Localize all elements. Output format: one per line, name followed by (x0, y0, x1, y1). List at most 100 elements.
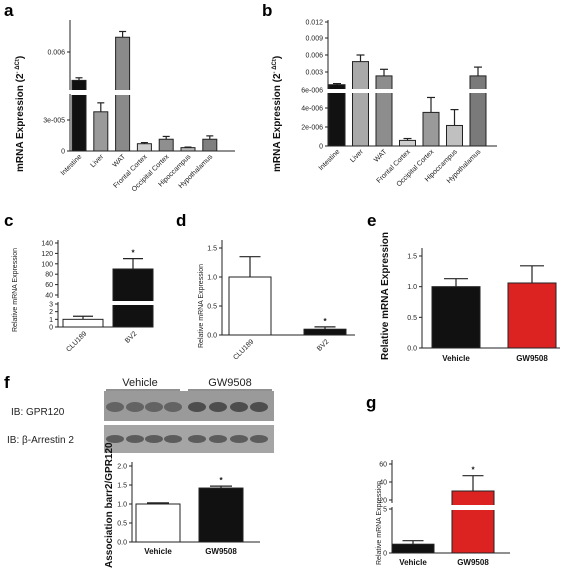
y-tick-label-d: 0.0 (207, 333, 217, 340)
x-tick-label-c: CLU189 (65, 330, 88, 353)
x-tick-label-c: BV2 (124, 330, 138, 344)
y-tick-label-b: 0 (319, 144, 323, 151)
panel-label-a: a (4, 1, 14, 20)
panel-label-f: f (4, 373, 10, 392)
bar-e-0 (431, 286, 481, 349)
blot-band-arrestin (230, 435, 248, 443)
x-tick-label-g: GW9508 (457, 558, 489, 567)
y-tick-label-c: 140 (41, 241, 53, 248)
x-tick-label-d: CLU189 (232, 338, 255, 361)
y-tick-label-b: 0.012 (305, 20, 323, 27)
y-tick-label-f: 1.0 (117, 502, 127, 509)
blot-group-vehicle: Vehicle (122, 377, 157, 389)
y-tick-label-f: 1.5 (117, 483, 127, 490)
y-axis-label-f: Association barr2/GPR120 (104, 442, 115, 568)
significance-f: * (219, 476, 223, 485)
bar-a-6 (202, 138, 218, 152)
bar-b-2 (375, 75, 393, 147)
y-tick-label-a: 0.006 (47, 50, 65, 57)
x-tick-label-b: Liver (349, 148, 365, 164)
y-tick-label-b: 6e-006 (301, 88, 323, 95)
blot-band-gpr120 (106, 402, 124, 412)
bar-break-b-2 (375, 89, 393, 93)
bar-break-c-1 (112, 301, 154, 305)
blot-band-gpr120 (164, 402, 182, 412)
bar-e-1 (507, 282, 557, 349)
blot-group-gw9508: GW9508 (208, 377, 251, 389)
x-tick-label-e: GW9508 (516, 354, 548, 363)
chart-f: Association barr2/GPR120 0.0 0.5 1.0 1.5 2.0… (104, 442, 260, 568)
blot-band-arrestin (126, 435, 144, 443)
panel-label-e: e (367, 211, 376, 230)
bar-break-b-1 (351, 89, 370, 93)
chart-e: Relative mRNA Expression 0.0 0.5 1.0 1.5 Ve… (380, 232, 560, 363)
x-tick-label-f: GW9508 (205, 547, 237, 556)
chart-b: mRNA Expression (2- ΔCt) 0 2e-006 4e-006 6e… (272, 20, 497, 188)
significance-g: * (471, 466, 475, 475)
significance-c: * (131, 249, 135, 258)
y-tick-label-c: 40 (45, 293, 53, 300)
y-axis-label-d: Relative mRNA Expression (198, 264, 205, 348)
y-tick-label-d: 0.5 (207, 304, 217, 311)
axis-break-g (388, 503, 396, 507)
blot-band-arrestin (188, 435, 206, 443)
x-tick-label-d: BV2 (316, 338, 330, 352)
chart-a: mRNA Expression (2- ΔCt) 0 3e-005 0.006 In… (15, 20, 235, 193)
y-tick-label-a: 3e-005 (43, 118, 65, 125)
blot-band-gpr120 (188, 402, 206, 412)
y-tick-label-e: 0.0 (407, 346, 417, 353)
bar-d-1 (303, 328, 347, 336)
bar-b-6 (469, 75, 487, 147)
blot-row-gpr120: IB: GPR120 (11, 407, 65, 418)
y-tick-label-c: 2 (49, 309, 53, 316)
y-tick-label-c: 3 (49, 302, 53, 309)
y-tick-label-b: 4e-006 (301, 106, 323, 113)
y-axis-label-e: Relative mRNA Expression (380, 232, 391, 360)
axis-break-a (66, 90, 74, 94)
blot-band-arrestin (145, 435, 163, 443)
x-tick-label-e: Vehicle (442, 354, 470, 363)
blot-band-arrestin (164, 435, 182, 443)
y-axis-label-g: Relative mRNA Expression (376, 481, 383, 565)
y-tick-label-c: 120 (41, 251, 53, 258)
bar-b-3 (399, 139, 416, 147)
blot-band-arrestin (209, 435, 227, 443)
panel-label-g: g (366, 393, 376, 412)
axis-break-c (54, 298, 62, 302)
bar-a-3 (136, 143, 152, 152)
blot-band-gpr120 (126, 402, 144, 412)
y-tick-label-a: 0 (61, 149, 65, 156)
bar-break-b-0 (328, 89, 346, 93)
x-tick-label-a: Occipital Cortex (131, 153, 171, 193)
x-tick-label-a: Intestine (60, 153, 84, 177)
y-tick-label-f: 2.0 (117, 464, 127, 471)
bar-break-a-0 (71, 90, 87, 95)
bar-break-g-1 (451, 505, 495, 510)
y-tick-label-d: 1.0 (207, 275, 217, 282)
y-tick-label-e: 1.0 (407, 284, 417, 291)
bar-b-1 (352, 61, 369, 147)
bar-c-0 (62, 318, 104, 328)
blot-band-arrestin (106, 435, 124, 443)
bar-break-b-6 (469, 89, 487, 93)
y-tick-label-g: 40 (379, 480, 387, 487)
y-tick-label-g: 60 (379, 462, 387, 469)
chart-d: Relative mRNA Expression 0.00.51.01.5 * … (198, 240, 355, 362)
x-tick-label-f: Vehicle (144, 547, 172, 556)
blot-band-gpr120 (250, 402, 268, 412)
bar-f-0 (135, 503, 181, 543)
panel-label-b: b (262, 1, 272, 20)
y-axis-label-b: mRNA Expression (2- ΔCt) (272, 56, 283, 172)
x-tick-label-g: Vehicle (399, 558, 427, 567)
bar-d-0 (228, 276, 272, 336)
blot-row-arrestin: IB: β-Arrestin 2 (7, 435, 74, 446)
western-blot: Vehicle IB: GPR120 IB: β-Arrestin 2 GW95… (7, 377, 274, 453)
y-tick-label-f: 0.5 (117, 521, 127, 528)
blot-band-arrestin (250, 435, 268, 443)
bar-b-5 (446, 124, 463, 147)
y-tick-label-g: 5 (383, 507, 387, 514)
bar-b-4 (422, 111, 440, 147)
bar-a-1 (93, 111, 109, 152)
y-tick-label-c: 0 (49, 325, 53, 332)
blot-band-gpr120 (230, 402, 248, 412)
